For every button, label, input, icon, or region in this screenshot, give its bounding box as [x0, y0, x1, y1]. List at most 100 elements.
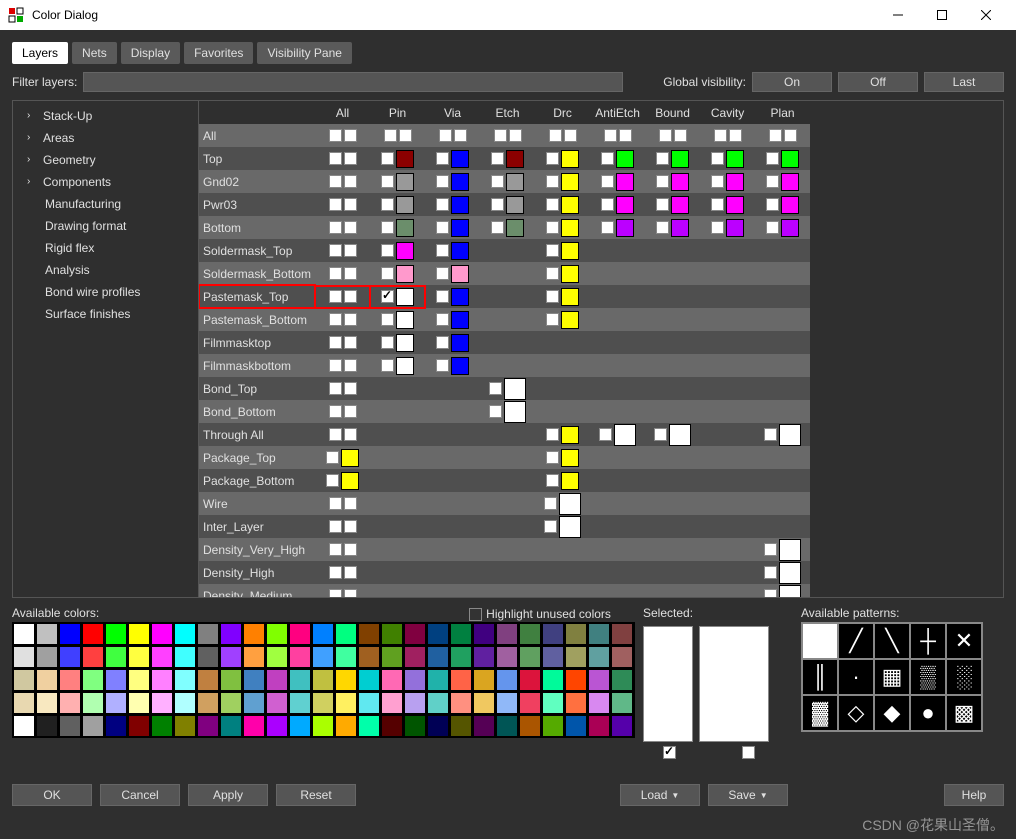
color-swatch[interactable] — [451, 265, 469, 283]
color-swatch[interactable] — [506, 196, 524, 214]
color-swatch[interactable] — [781, 196, 799, 214]
visibility-checkbox[interactable] — [549, 129, 562, 142]
color-swatch[interactable] — [451, 150, 469, 168]
tab-visibility-pane[interactable]: Visibility Pane — [257, 42, 351, 64]
visibility-checkbox[interactable] — [344, 382, 357, 395]
visibility-checkbox[interactable] — [344, 405, 357, 418]
palette-swatch[interactable] — [105, 715, 127, 737]
color-swatch[interactable] — [451, 219, 469, 237]
palette-swatch[interactable] — [542, 669, 564, 691]
palette-swatch[interactable] — [220, 715, 242, 737]
palette-swatch[interactable] — [404, 669, 426, 691]
palette-swatch[interactable] — [82, 623, 104, 645]
color-swatch[interactable] — [396, 357, 414, 375]
palette-swatch[interactable] — [36, 646, 58, 668]
visibility-checkbox[interactable] — [729, 129, 742, 142]
visibility-checkbox[interactable] — [546, 428, 559, 441]
visibility-checkbox[interactable] — [546, 267, 559, 280]
palette-swatch[interactable] — [358, 715, 380, 737]
row-package_top[interactable]: Package_Top — [199, 446, 315, 469]
visibility-checkbox[interactable] — [764, 566, 777, 579]
visibility-checkbox[interactable] — [329, 566, 342, 579]
row-filmmaskbottom[interactable]: Filmmaskbottom — [199, 354, 315, 377]
palette-swatch[interactable] — [519, 715, 541, 737]
visibility-checkbox[interactable] — [329, 129, 342, 142]
palette-swatch[interactable] — [82, 692, 104, 714]
col-drc[interactable]: Drc — [535, 101, 590, 124]
palette-swatch[interactable] — [289, 715, 311, 737]
visibility-checkbox[interactable] — [619, 129, 632, 142]
palette-swatch[interactable] — [588, 692, 610, 714]
visibility-checkbox[interactable] — [766, 152, 779, 165]
global-vis-off-button[interactable]: Off — [838, 72, 918, 92]
color-swatch[interactable] — [506, 150, 524, 168]
color-swatch[interactable] — [506, 219, 524, 237]
visibility-checkbox[interactable] — [381, 244, 394, 257]
palette-swatch[interactable] — [381, 646, 403, 668]
visibility-checkbox[interactable] — [436, 313, 449, 326]
palette-swatch[interactable] — [220, 692, 242, 714]
palette-swatch[interactable] — [611, 715, 633, 737]
palette-swatch[interactable] — [82, 646, 104, 668]
visibility-checkbox[interactable] — [381, 336, 394, 349]
visibility-checkbox[interactable] — [344, 244, 357, 257]
palette-swatch[interactable] — [82, 669, 104, 691]
palette-swatch[interactable] — [174, 692, 196, 714]
palette-swatch[interactable] — [105, 669, 127, 691]
tree-rigid-flex[interactable]: Rigid flex — [13, 237, 198, 259]
color-swatch[interactable] — [451, 334, 469, 352]
highlight-unused-checkbox[interactable] — [469, 608, 482, 621]
visibility-checkbox[interactable] — [454, 129, 467, 142]
color-swatch[interactable] — [616, 196, 634, 214]
visibility-checkbox[interactable] — [344, 129, 357, 142]
visibility-checkbox[interactable] — [766, 221, 779, 234]
visibility-checkbox[interactable] — [601, 152, 614, 165]
visibility-checkbox[interactable] — [546, 474, 559, 487]
visibility-checkbox[interactable] — [491, 221, 504, 234]
palette-swatch[interactable] — [542, 692, 564, 714]
color-swatch[interactable] — [561, 242, 579, 260]
tree-geometry[interactable]: ›Geometry — [13, 149, 198, 171]
pattern-swatch[interactable]: · — [838, 659, 874, 695]
visibility-checkbox[interactable] — [344, 267, 357, 280]
palette-swatch[interactable] — [427, 715, 449, 737]
col-plan[interactable]: Plan — [755, 101, 810, 124]
row-soldermask_top[interactable]: Soldermask_Top — [199, 239, 315, 262]
visibility-checkbox[interactable] — [326, 474, 339, 487]
palette-swatch[interactable] — [13, 623, 35, 645]
row-inter_layer[interactable]: Inter_Layer — [199, 515, 315, 538]
color-swatch[interactable] — [726, 219, 744, 237]
tree-surface-finishes[interactable]: Surface finishes — [13, 303, 198, 325]
palette-swatch[interactable] — [289, 646, 311, 668]
visibility-checkbox[interactable] — [329, 359, 342, 372]
palette-swatch[interactable] — [266, 692, 288, 714]
color-swatch[interactable] — [451, 173, 469, 191]
visibility-checkbox[interactable] — [711, 175, 724, 188]
visibility-checkbox[interactable] — [546, 198, 559, 211]
visibility-checkbox[interactable] — [344, 336, 357, 349]
palette-swatch[interactable] — [243, 692, 265, 714]
ok-button[interactable]: OK — [12, 784, 92, 806]
row-pastemask_top[interactable]: Pastemask_Top — [199, 285, 315, 308]
palette-swatch[interactable] — [358, 623, 380, 645]
global-vis-on-button[interactable]: On — [752, 72, 832, 92]
color-swatch[interactable] — [504, 401, 526, 423]
col-bound[interactable]: Bound — [645, 101, 700, 124]
visibility-checkbox[interactable] — [546, 290, 559, 303]
color-swatch[interactable] — [559, 493, 581, 515]
visibility-checkbox[interactable] — [764, 428, 777, 441]
visibility-checkbox[interactable] — [436, 221, 449, 234]
global-vis-last-button[interactable]: Last — [924, 72, 1004, 92]
visibility-checkbox[interactable] — [546, 244, 559, 257]
color-swatch[interactable] — [561, 150, 579, 168]
visibility-checkbox[interactable] — [344, 152, 357, 165]
palette-swatch[interactable] — [13, 715, 35, 737]
visibility-checkbox[interactable] — [546, 175, 559, 188]
color-swatch[interactable] — [671, 219, 689, 237]
palette-swatch[interactable] — [565, 669, 587, 691]
palette-swatch[interactable] — [565, 715, 587, 737]
visibility-checkbox[interactable] — [656, 221, 669, 234]
row-pastemask_bottom[interactable]: Pastemask_Bottom — [199, 308, 315, 331]
visibility-checkbox[interactable] — [711, 152, 724, 165]
color-swatch[interactable] — [781, 173, 799, 191]
